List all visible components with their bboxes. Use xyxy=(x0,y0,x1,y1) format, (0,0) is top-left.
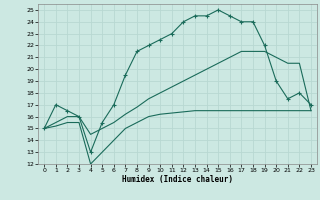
X-axis label: Humidex (Indice chaleur): Humidex (Indice chaleur) xyxy=(122,175,233,184)
